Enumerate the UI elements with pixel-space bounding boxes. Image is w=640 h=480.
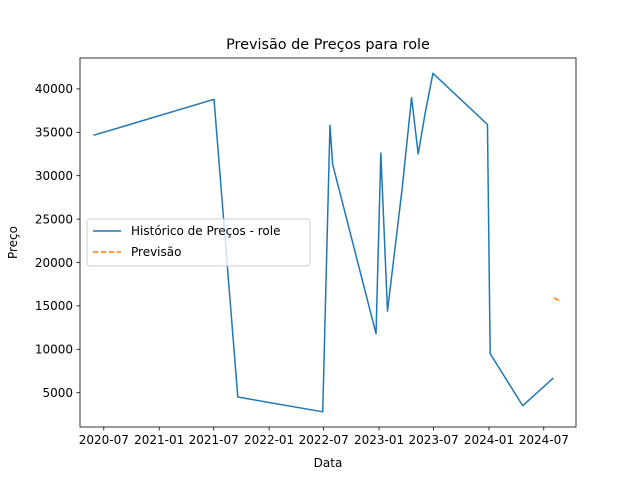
x-tick-label: 2022-01 <box>244 433 294 447</box>
y-tick-label: 25000 <box>35 212 73 226</box>
legend-label-previsao: Previsão <box>131 245 181 259</box>
y-tick-label: 40000 <box>35 82 73 96</box>
x-tick-label: 2022-07 <box>299 433 349 447</box>
legend: Histórico de Preços - role Previsão <box>86 218 311 267</box>
y-tick-label: 15000 <box>35 299 73 313</box>
y-tick-label: 5000 <box>42 386 73 400</box>
x-tick-label: 2021-01 <box>134 433 184 447</box>
series-layer <box>93 72 561 413</box>
x-tick-label: 2024-07 <box>519 433 569 447</box>
y-axis: 5000 10000 15000 20000 25000 30000 35000 40000 <box>35 82 80 400</box>
series-line-1 <box>553 297 561 302</box>
x-tick-label: 2024-01 <box>464 433 514 447</box>
x-tick-label: 2023-07 <box>408 433 458 447</box>
x-tick-label: 2020-07 <box>79 433 129 447</box>
x-axis: 2020-07 2021-01 2021-07 2022-01 2022-07 2023-… <box>79 427 569 447</box>
y-tick-label: 35000 <box>35 126 73 140</box>
x-tick-label: 2023-01 <box>354 433 404 447</box>
y-tick-label: 20000 <box>35 256 73 270</box>
chart-title: Previsão de Preços para role <box>226 37 430 53</box>
series-line-0 <box>93 72 554 413</box>
legend-label-historico: Histórico de Preços - role <box>131 224 280 238</box>
x-tick-label: 2021-07 <box>189 433 239 447</box>
y-tick-label: 30000 <box>35 169 73 183</box>
plot-frame <box>79 57 577 428</box>
y-axis-title: Preço <box>6 226 20 259</box>
y-tick-label: 10000 <box>35 343 73 357</box>
legend-frame <box>86 218 311 267</box>
x-axis-title: Data <box>314 456 343 470</box>
